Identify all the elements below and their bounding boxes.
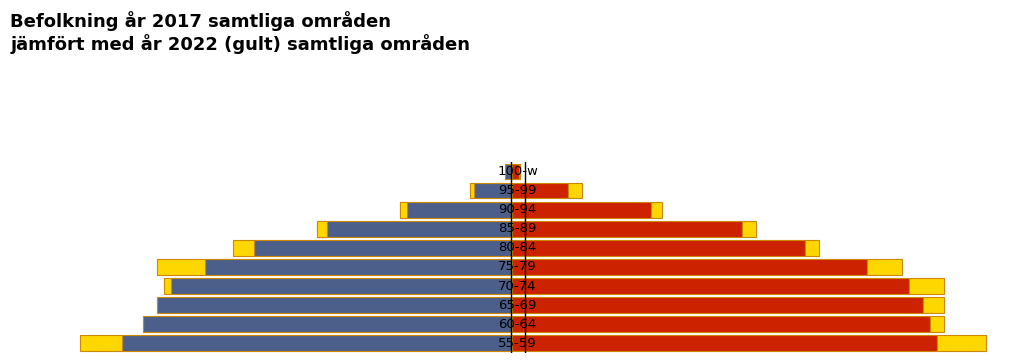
Bar <box>512 240 805 256</box>
Bar <box>206 259 512 275</box>
Text: 85-89: 85-89 <box>499 222 537 235</box>
Bar <box>512 183 567 198</box>
Bar <box>470 183 512 198</box>
Bar <box>164 278 171 294</box>
Text: Befolkning år 2017 samtliga områden
jämfört med år 2022 (gult) samtliga områden: Befolkning år 2017 samtliga områden jämf… <box>10 11 470 54</box>
Text: 70-74: 70-74 <box>499 279 537 293</box>
Bar <box>742 221 756 237</box>
Bar <box>254 240 512 256</box>
Bar <box>924 297 944 313</box>
Bar <box>805 240 818 256</box>
Bar <box>512 297 924 313</box>
Bar <box>567 183 582 198</box>
Text: 95-99: 95-99 <box>499 184 537 197</box>
Bar <box>512 259 867 275</box>
Bar <box>930 316 944 332</box>
Text: 80-84: 80-84 <box>499 241 537 255</box>
Bar <box>470 183 474 198</box>
Bar <box>142 316 512 332</box>
Bar <box>400 202 512 217</box>
Text: 75-79: 75-79 <box>499 260 537 274</box>
Bar <box>651 202 662 217</box>
Text: 65-69: 65-69 <box>499 298 537 312</box>
Bar <box>512 316 930 332</box>
Text: 100-w: 100-w <box>497 165 538 178</box>
Bar <box>316 221 512 237</box>
Bar <box>157 259 206 275</box>
Bar <box>400 202 408 217</box>
Bar <box>512 164 520 179</box>
Bar <box>157 297 512 313</box>
Bar <box>80 336 122 351</box>
Bar <box>512 221 742 237</box>
Bar <box>316 221 328 237</box>
Bar <box>909 278 944 294</box>
Bar <box>519 164 520 179</box>
Bar <box>937 336 986 351</box>
Bar <box>867 259 902 275</box>
Text: 60-64: 60-64 <box>499 318 537 331</box>
Bar <box>122 336 512 351</box>
Text: 90-94: 90-94 <box>499 203 537 216</box>
Bar <box>512 202 651 217</box>
Bar <box>171 278 512 294</box>
Bar <box>233 240 254 256</box>
Text: 55-59: 55-59 <box>499 337 537 350</box>
Bar <box>512 278 909 294</box>
Bar <box>512 336 937 351</box>
Bar <box>505 164 512 179</box>
